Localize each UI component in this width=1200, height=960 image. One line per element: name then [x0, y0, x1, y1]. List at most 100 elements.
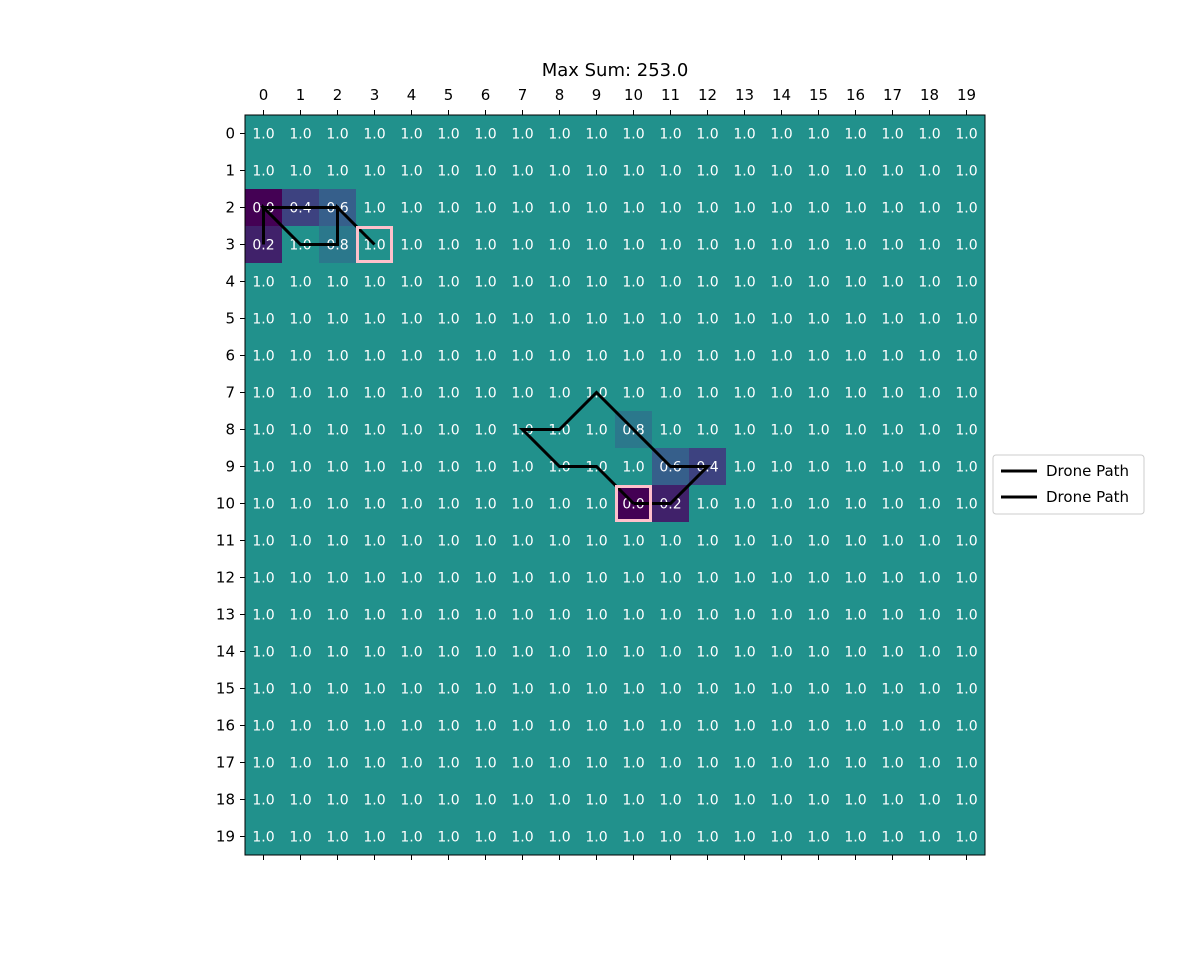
- heatmap-cell: [578, 300, 616, 338]
- cell-value-label: 1.0: [881, 312, 903, 328]
- heatmap-cell: [911, 115, 949, 153]
- heatmap-cell: [874, 152, 912, 190]
- cell-value-label: 1.0: [437, 164, 459, 180]
- cell-value-label: 0.2: [252, 238, 274, 254]
- heatmap-cell: [911, 633, 949, 671]
- cell-value-label: 1.0: [622, 793, 644, 809]
- x-tick-label: 18: [920, 86, 939, 104]
- heatmap-cell: [467, 189, 505, 227]
- cell-value-label: 1.0: [844, 238, 866, 254]
- cell-value-label: 1.0: [585, 312, 607, 328]
- cell-value-label: 1.0: [326, 386, 348, 402]
- cell-value-label: 1.0: [252, 719, 274, 735]
- heatmap-cell: [467, 337, 505, 375]
- chart-title: Max Sum: 253.0: [542, 60, 689, 81]
- x-tick-label: 17: [883, 86, 902, 104]
- cell-value-label: 1.0: [437, 793, 459, 809]
- cell-value-label: 1.0: [474, 608, 496, 624]
- heatmap-cell: [874, 633, 912, 671]
- cell-value-label: 1.0: [733, 571, 755, 587]
- cell-value-label: 1.0: [400, 571, 422, 587]
- cell-value-label: 1.0: [400, 238, 422, 254]
- heatmap-cell: [578, 633, 616, 671]
- heatmap-cell: [393, 152, 431, 190]
- heatmap-cell: [282, 337, 320, 375]
- cell-value-label: 1.0: [326, 719, 348, 735]
- cell-value-label: 1.0: [622, 238, 644, 254]
- cell-value-label: 1.0: [363, 682, 385, 698]
- cell-value-label: 1.0: [918, 386, 940, 402]
- heatmap-cell: [615, 300, 653, 338]
- heatmap-cell: [726, 522, 764, 560]
- cell-value-label: 1.0: [770, 275, 792, 291]
- cell-value-label: 1.0: [252, 830, 274, 846]
- heatmap-cell: [504, 263, 542, 301]
- heatmap-cell: [393, 448, 431, 486]
- heatmap-cell: [689, 559, 727, 597]
- heatmap-cell: [245, 115, 283, 153]
- cell-value-label: 1.0: [474, 571, 496, 587]
- cell-value-label: 1.0: [807, 275, 829, 291]
- heatmap-cell: [467, 374, 505, 412]
- heatmap-cell: [948, 596, 986, 634]
- heatmap-cell: [763, 115, 801, 153]
- cell-value-label: 1.0: [955, 238, 977, 254]
- heatmap-cell: [726, 115, 764, 153]
- heatmap-cell: [837, 818, 875, 856]
- cell-value-label: 1.0: [363, 793, 385, 809]
- heatmap-cell: [800, 670, 838, 708]
- heatmap-cell: [800, 448, 838, 486]
- heatmap-cell: [578, 707, 616, 745]
- cell-value-label: 1.0: [770, 460, 792, 476]
- cell-value-label: 1.0: [326, 608, 348, 624]
- cell-value-label: 1.0: [918, 830, 940, 846]
- heatmap-cell: [874, 596, 912, 634]
- cell-value-label: 1.0: [548, 830, 570, 846]
- heatmap-cell: [578, 670, 616, 708]
- heatmap-cell: [800, 485, 838, 523]
- heatmap-cell: [874, 522, 912, 560]
- cell-value-label: 1.0: [252, 423, 274, 439]
- heatmap-cell: [615, 744, 653, 782]
- cell-value-label: 1.0: [659, 719, 681, 735]
- heatmap-cell: [689, 263, 727, 301]
- heatmap-cell: [393, 337, 431, 375]
- heatmap-cell: [541, 670, 579, 708]
- cell-value-label: 1.0: [696, 719, 718, 735]
- heatmap-cell: [245, 411, 283, 449]
- heatmap-cell: [430, 559, 468, 597]
- cell-value-label: 1.0: [659, 571, 681, 587]
- cell-value-label: 1.0: [918, 460, 940, 476]
- cell-value-label: 1.0: [474, 460, 496, 476]
- cell-value-label: 1.0: [807, 793, 829, 809]
- cell-value-label: 1.0: [696, 164, 718, 180]
- heatmap-cell: [837, 670, 875, 708]
- cell-value-label: 1.0: [326, 127, 348, 143]
- heatmap-cell: [393, 226, 431, 264]
- heatmap-cell: [467, 485, 505, 523]
- cell-value-label: 1.0: [918, 312, 940, 328]
- cell-value-label: 1.0: [770, 386, 792, 402]
- cell-value-label: 1.0: [770, 164, 792, 180]
- heatmap-cell: [541, 781, 579, 819]
- x-tick-label: 12: [698, 86, 717, 104]
- heatmap-cell: [874, 300, 912, 338]
- cell-value-label: 1.0: [326, 645, 348, 661]
- heatmap-cell: [245, 559, 283, 597]
- heatmap-cell: [948, 633, 986, 671]
- heatmap-cell: [874, 744, 912, 782]
- highlighted-cells: [356, 226, 652, 522]
- heatmap-cell: [356, 744, 394, 782]
- heatmap-cell: [319, 559, 357, 597]
- heatmap-cell: [430, 744, 468, 782]
- heatmap-cell: [356, 374, 394, 412]
- cell-value-label: 1.0: [807, 164, 829, 180]
- cell-value-label: 1.0: [881, 497, 903, 513]
- heatmap-cell: [689, 226, 727, 264]
- heatmap-cell: [393, 115, 431, 153]
- x-tick-label: 10: [624, 86, 643, 104]
- heatmap-cell: [911, 781, 949, 819]
- cell-value-label: 1.0: [733, 830, 755, 846]
- heatmap-cell: [430, 448, 468, 486]
- heatmap-cell: [615, 115, 653, 153]
